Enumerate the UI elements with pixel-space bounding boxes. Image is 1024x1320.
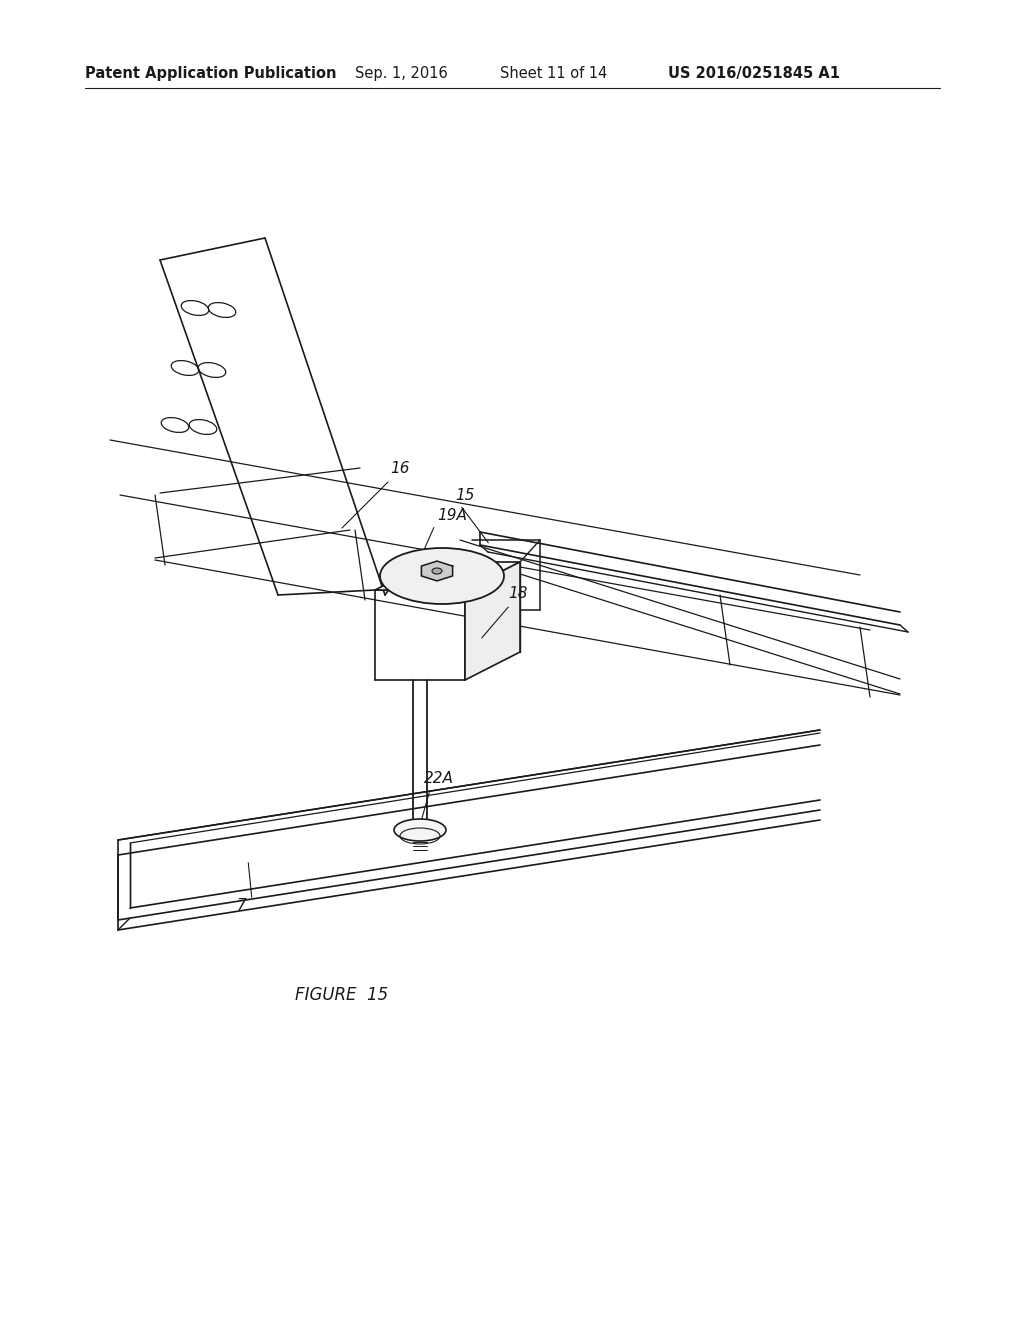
Polygon shape xyxy=(465,562,520,680)
Text: 16: 16 xyxy=(390,461,410,477)
Text: 22A: 22A xyxy=(424,771,454,785)
Ellipse shape xyxy=(380,548,504,605)
Text: 18: 18 xyxy=(508,586,527,601)
Text: Sheet 11 of 14: Sheet 11 of 14 xyxy=(500,66,607,81)
Polygon shape xyxy=(422,561,453,581)
Text: Sep. 1, 2016: Sep. 1, 2016 xyxy=(355,66,447,81)
Ellipse shape xyxy=(432,568,442,574)
Polygon shape xyxy=(375,562,520,590)
Text: FIGURE  15: FIGURE 15 xyxy=(295,986,388,1005)
Text: US 2016/0251845 A1: US 2016/0251845 A1 xyxy=(668,66,840,81)
Ellipse shape xyxy=(394,818,446,841)
Text: 7: 7 xyxy=(237,898,247,913)
Text: 19A: 19A xyxy=(437,508,467,523)
Text: 15: 15 xyxy=(455,488,474,503)
Text: Patent Application Publication: Patent Application Publication xyxy=(85,66,337,81)
